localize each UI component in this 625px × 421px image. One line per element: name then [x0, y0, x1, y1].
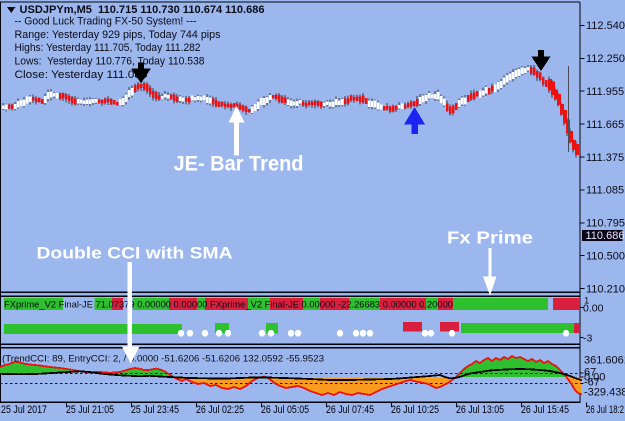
svg-text:-329.4383: -329.4383 — [584, 387, 625, 399]
svg-text:26 Jul 15:45: 26 Jul 15:45 — [521, 404, 569, 416]
svg-text:25 Jul 23:45: 25 Jul 23:45 — [131, 404, 179, 416]
svg-text:112.540: 112.540 — [586, 20, 625, 32]
svg-text:110.686: 110.686 — [586, 230, 625, 242]
svg-text:0.00: 0.00 — [584, 372, 605, 384]
svg-text:(TrendCCI: 89, EntryCCI: 2, /: (TrendCCI: 89, EntryCCI: 2, / 0.0000 -51… — [2, 354, 324, 365]
svg-text:0.00: 0.00 — [583, 303, 604, 315]
svg-text:Fx Prime: Fx Prime — [447, 228, 533, 248]
svg-text:26 Jul 02:25: 26 Jul 02:25 — [196, 404, 244, 416]
svg-text:Range: Yesterday 929 pips, Tod: Range: Yesterday 929 pips, Today 744 pip… — [15, 29, 221, 41]
svg-text:Highs: Yesterday 111.705, Toda: Highs: Yesterday 111.705, Today 111.282 — [15, 42, 201, 54]
svg-text:26 Jul 10:25: 26 Jul 10:25 — [391, 404, 439, 416]
svg-text:-3: -3 — [583, 333, 592, 345]
svg-text:67: 67 — [584, 367, 596, 379]
svg-text:110.210: 110.210 — [586, 283, 625, 295]
svg-text:26 Jul 18:2: 26 Jul 18:2 — [586, 404, 624, 416]
svg-text:110.500: 110.500 — [586, 251, 625, 263]
svg-text:26 Jul 07:45: 26 Jul 07:45 — [326, 404, 374, 416]
svg-text:-67: -67 — [584, 377, 600, 389]
svg-text:1: 1 — [584, 296, 589, 307]
svg-text:FXprime_V2 Final-JE 71.07379 0: FXprime_V2 Final-JE 71.07379 0.00000 0.0… — [4, 299, 453, 310]
svg-text:110.795: 110.795 — [586, 218, 625, 230]
svg-text:111.665: 111.665 — [586, 119, 624, 131]
svg-text:JE- Bar Trend: JE- Bar Trend — [174, 153, 304, 176]
svg-text:111.375: 111.375 — [586, 152, 624, 164]
svg-text:Close: Yesterday 111.085: Close: Yesterday 111.085 — [15, 69, 148, 81]
svg-text:111.955: 111.955 — [586, 86, 624, 98]
svg-text:-- Good Luck Trading FX-50 Sys: -- Good Luck Trading FX-50 System! --- — [15, 16, 197, 28]
svg-text:Lows: Yesterday 110.776, Toda: Lows: Yesterday 110.776, Today 110.538 — [15, 56, 205, 68]
svg-text:26 Jul 13:05: 26 Jul 13:05 — [456, 404, 504, 416]
svg-text:361.6061: 361.6061 — [584, 355, 625, 367]
svg-text:112.250: 112.250 — [586, 53, 625, 65]
svg-text:Double CCI with SMA: Double CCI with SMA — [37, 244, 233, 262]
svg-text:25 Jul 2017: 25 Jul 2017 — [1, 404, 47, 416]
svg-text:26 Jul 05:05: 26 Jul 05:05 — [261, 404, 309, 416]
svg-text:111.085: 111.085 — [586, 185, 624, 197]
svg-text:USDJPYm,M5 110.715 110.730 11: USDJPYm,M5 110.715 110.730 110.674 110.6… — [20, 4, 265, 16]
svg-text:25 Jul 21:05: 25 Jul 21:05 — [66, 404, 114, 416]
